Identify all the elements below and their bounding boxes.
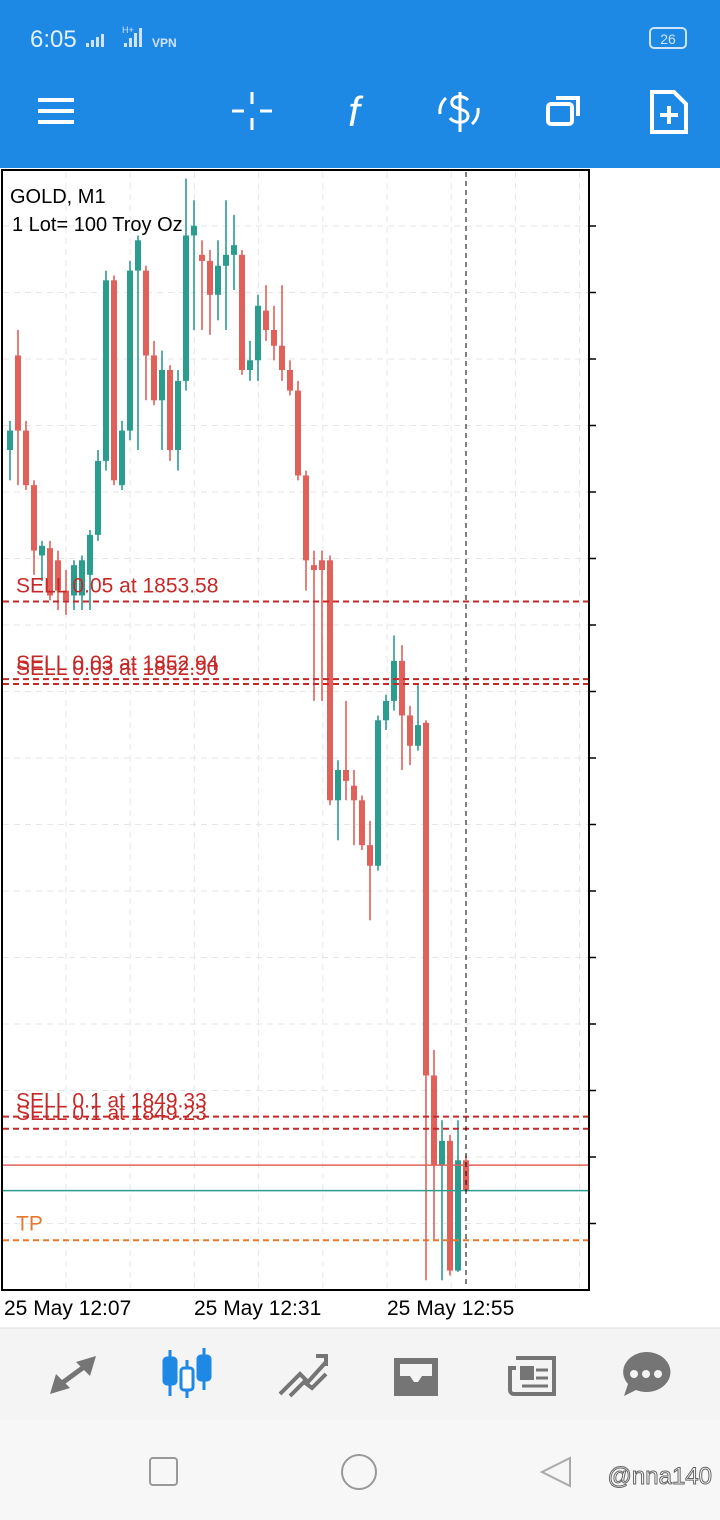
- candle-body: [207, 260, 213, 295]
- candle-body: [79, 560, 85, 596]
- trade-tab[interactable]: [278, 1354, 328, 1398]
- candle-body: [63, 590, 69, 601]
- chart-tab[interactable]: [162, 1348, 212, 1398]
- candle-body: [143, 270, 149, 356]
- candle-body: [223, 254, 229, 266]
- chart-lot-info: 1 Lot= 100 Troy Oz: [12, 214, 183, 236]
- order-label: SELL 0.03 at 1852.94: [16, 652, 219, 675]
- app-bar: [0, 0, 720, 168]
- candle-body: [95, 460, 101, 535]
- candle-body: [15, 355, 21, 431]
- order-label: SELL 0.1 at 1849.33: [16, 1090, 207, 1113]
- candle-body: [31, 485, 37, 551]
- news-tab[interactable]: [508, 1356, 556, 1396]
- candle-body: [319, 560, 325, 570]
- back-button[interactable]: [539, 1456, 571, 1488]
- candle-body: [311, 565, 317, 570]
- chat-tab[interactable]: [623, 1351, 671, 1396]
- chart-symbol: GOLD, M1: [10, 186, 106, 208]
- order-label: SELL 0.03 at 1852.90: [16, 657, 218, 680]
- signal-icon: [86, 28, 142, 47]
- candle-body: [167, 370, 173, 450]
- system-nav: [0, 1420, 720, 1520]
- vpn-indicator: VPN: [152, 36, 177, 50]
- candle-body: [271, 330, 277, 346]
- new-order-button[interactable]: [650, 90, 688, 134]
- crosshair-button[interactable]: [232, 92, 272, 130]
- candle-body: [367, 845, 373, 866]
- battery-icon: [649, 27, 687, 49]
- network-type: H+: [122, 25, 134, 35]
- candle-body: [335, 770, 341, 801]
- home-button[interactable]: [341, 1454, 377, 1490]
- status-time: 6:05: [30, 26, 77, 53]
- trade-button[interactable]: [438, 92, 480, 132]
- candle-body: [359, 800, 365, 846]
- candle-body: [439, 1140, 445, 1166]
- recents-button[interactable]: [149, 1457, 178, 1486]
- candle-body: [47, 548, 53, 596]
- candle-body: [135, 240, 141, 271]
- candle-body: [239, 254, 245, 370]
- bottom-nav: [0, 1328, 720, 1420]
- windows-button[interactable]: [546, 96, 580, 126]
- candle-body: [7, 430, 13, 450]
- candle-body: [247, 360, 253, 370]
- candle-body: [423, 722, 429, 1076]
- candle-body: [39, 545, 45, 556]
- candle-body: [375, 720, 381, 866]
- candle-body: [127, 270, 133, 431]
- history-tab[interactable]: [394, 1358, 438, 1396]
- candle-body: [447, 1140, 453, 1271]
- candle-body: [175, 380, 181, 450]
- order-label: SELL 0.05 at 1853.58: [16, 575, 218, 598]
- candle-body: [415, 725, 421, 746]
- candle-body: [55, 560, 61, 591]
- candle-body: [343, 770, 349, 781]
- candle-body: [351, 785, 357, 801]
- candle-body: [71, 565, 77, 596]
- candle-body: [327, 560, 333, 801]
- candle-body: [399, 660, 405, 716]
- menu-button[interactable]: [38, 98, 74, 124]
- x-tick-label: 25 May 12:31: [194, 1297, 321, 1320]
- battery-level: 26: [660, 31, 676, 47]
- candle-body: [111, 280, 117, 481]
- candle-body: [119, 430, 125, 486]
- candle-body: [231, 245, 237, 255]
- candle-body: [183, 235, 189, 381]
- candle-body: [303, 475, 309, 561]
- quotes-tab[interactable]: [50, 1356, 96, 1394]
- grid: [3, 172, 588, 1288]
- candle-body: [103, 280, 109, 461]
- candle-body: [431, 1075, 437, 1166]
- candle-body: [151, 355, 157, 401]
- candle-body: [407, 715, 413, 746]
- order-label: SELL 0.1 at 1849.23: [16, 1102, 207, 1125]
- candle-body: [455, 1160, 461, 1271]
- candle-body: [391, 660, 397, 701]
- candle-body: [215, 265, 221, 295]
- candle-body: [295, 390, 301, 476]
- candle-body: [199, 254, 205, 261]
- candle-body: [87, 534, 93, 575]
- candle-body: [159, 370, 165, 401]
- candle-body: [23, 430, 29, 486]
- candle-body: [255, 305, 261, 361]
- x-tick-label: 25 May 12:55: [387, 1297, 514, 1320]
- candle-body: [191, 225, 197, 236]
- chart-frame: [1, 169, 590, 1291]
- x-tick-label: 25 May 12:07: [4, 1297, 131, 1320]
- candle-body: [279, 345, 285, 370]
- watermark: @nna140: [608, 1463, 712, 1490]
- candle-body: [383, 700, 389, 721]
- tp-label: TP: [16, 1212, 43, 1235]
- candle-body: [287, 370, 293, 391]
- candle-body: [263, 310, 269, 330]
- plot: SELL 0.05 at 1853.58 SELL 0.03 at 1852.94…: [3, 178, 588, 1281]
